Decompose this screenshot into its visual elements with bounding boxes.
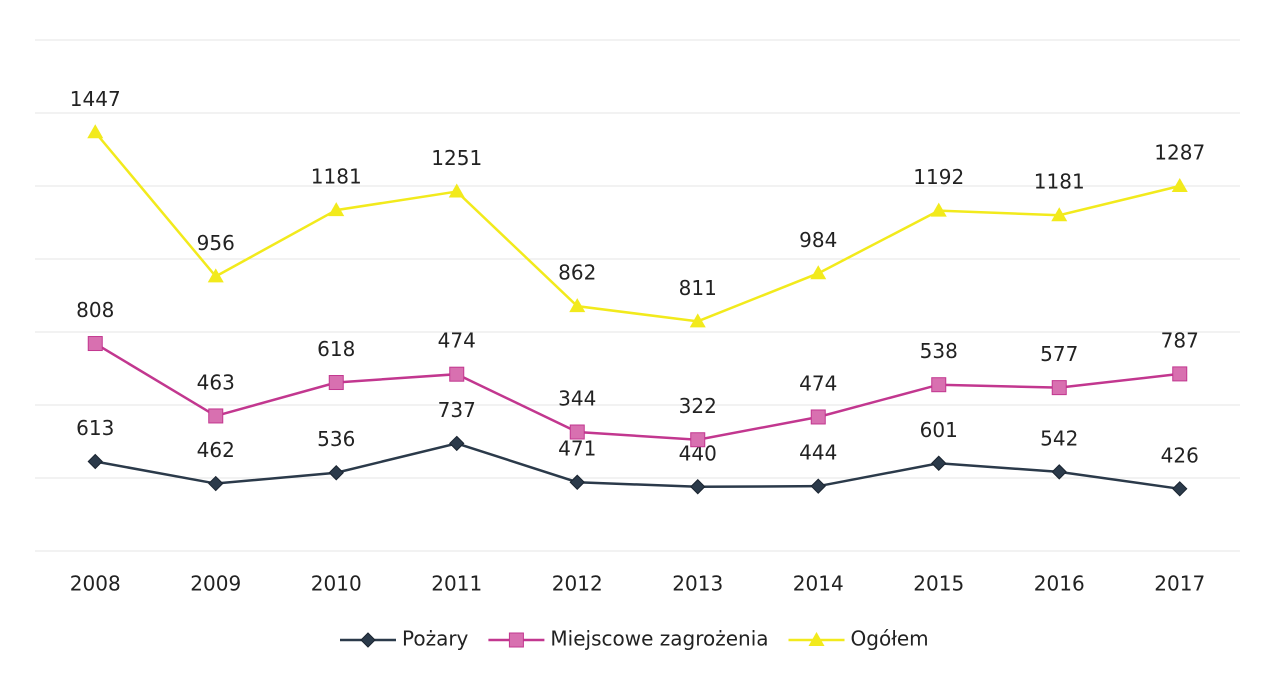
data-label: 463 [197, 370, 235, 394]
data-label: 862 [558, 261, 596, 285]
marker [508, 632, 524, 648]
x-tick-label: 2014 [793, 572, 844, 596]
marker [930, 202, 947, 217]
marker [207, 268, 224, 283]
data-label: 613 [76, 416, 114, 440]
data-label: 1181 [1034, 170, 1085, 194]
data-label: 577 [1040, 342, 1078, 366]
x-tick-label: 2012 [552, 572, 603, 596]
data-label: 737 [438, 398, 476, 422]
marker [1171, 178, 1188, 192]
data-label: 1181 [311, 165, 362, 189]
data-label: 1251 [431, 146, 482, 170]
marker [931, 455, 947, 471]
marker [1051, 464, 1067, 480]
data-label: 601 [920, 418, 958, 442]
marker [208, 408, 224, 424]
marker [1051, 207, 1068, 222]
x-tick-label: 2011 [431, 572, 482, 596]
data-label: 956 [197, 231, 235, 255]
legend-label: Miejscowe zagrożenia [550, 627, 768, 651]
marker [1172, 366, 1188, 382]
x-tick-label: 2008 [70, 572, 121, 596]
x-tick-label: 2009 [190, 572, 241, 596]
marker [931, 377, 947, 393]
data-label: 474 [799, 371, 837, 395]
legend-label: Ogółem [851, 627, 929, 651]
data-label: 1192 [913, 165, 964, 189]
data-label: 474 [438, 329, 476, 353]
data-label: 1287 [1154, 141, 1205, 165]
marker [569, 424, 585, 440]
data-label: 426 [1161, 443, 1199, 467]
series-line [95, 442, 1180, 491]
data-label: 984 [799, 228, 837, 252]
marker [1172, 481, 1188, 497]
data-label: 618 [317, 337, 355, 361]
legend-label: Pożary [402, 627, 469, 651]
data-label: 1447 [70, 87, 121, 111]
data-label: 444 [799, 441, 837, 465]
data-label: 322 [679, 394, 717, 418]
data-label: 462 [197, 438, 235, 462]
marker [87, 124, 104, 139]
marker [689, 313, 706, 328]
marker [810, 265, 827, 280]
marker [448, 183, 465, 198]
x-tick-label: 2015 [913, 572, 964, 596]
marker [810, 409, 826, 425]
marker [449, 366, 465, 382]
x-tick-label: 2017 [1154, 572, 1205, 596]
data-label: 811 [679, 276, 717, 300]
data-label: 536 [317, 427, 355, 451]
x-tick-label: 2013 [672, 572, 723, 596]
marker [328, 375, 344, 391]
marker [328, 465, 344, 481]
data-label: 808 [76, 298, 114, 322]
data-label: 471 [558, 437, 596, 461]
series-line [94, 131, 1181, 323]
marker [569, 298, 586, 313]
marker [569, 474, 585, 490]
x-tick-label: 2016 [1034, 572, 1085, 596]
marker [690, 432, 706, 448]
data-label: 538 [920, 339, 958, 363]
marker [808, 632, 825, 646]
marker [1051, 380, 1067, 396]
data-label: 344 [558, 387, 596, 411]
marker [328, 202, 345, 217]
marker [87, 336, 103, 352]
marker [449, 435, 465, 452]
marker [690, 479, 706, 495]
data-label: 542 [1040, 426, 1078, 450]
x-tick-label: 2010 [311, 572, 362, 596]
marker [360, 632, 376, 648]
data-label: 787 [1161, 328, 1199, 352]
marker [208, 475, 224, 492]
series-line [94, 342, 1180, 442]
marker [87, 453, 103, 470]
marker [810, 478, 826, 494]
